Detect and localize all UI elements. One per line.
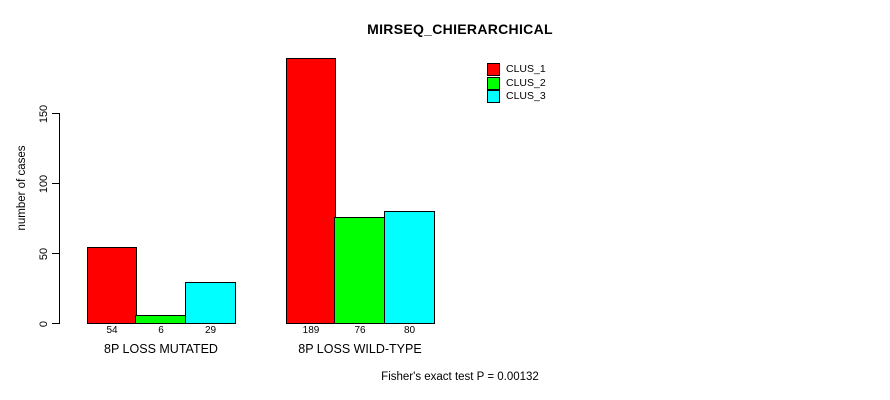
legend: CLUS_1 CLUS_2 CLUS_3 [487, 63, 546, 104]
bar-value-label: 76 [354, 325, 366, 336]
y-tick-label: 0 [38, 320, 50, 327]
chart-title: MIRSEQ_CHIERARCHICAL [367, 21, 553, 37]
bar-clus_2-group1 [135, 315, 187, 324]
y-tick-mark [52, 253, 59, 254]
legend-swatch-icon [487, 76, 500, 90]
legend-swatch-icon [487, 90, 500, 104]
bar-clus_3-group1 [185, 282, 236, 324]
legend-label: CLUS_3 [506, 90, 546, 103]
legend-item-clus_1: CLUS_1 [487, 63, 546, 77]
x-category-label: 8P LOSS MUTATED [104, 342, 218, 356]
legend-item-clus_2: CLUS_2 [487, 76, 546, 91]
bar-value-label: 80 [403, 325, 416, 336]
bar-clus_1-group2 [286, 58, 336, 324]
y-tick-mark [52, 113, 59, 114]
bar-clus_2-group2 [334, 217, 386, 324]
y-tick-label: 100 [38, 174, 50, 193]
legend-swatch-icon [487, 63, 500, 77]
bar-value-label: 54 [106, 325, 118, 336]
legend-label: CLUS_2 [506, 76, 546, 89]
y-axis-line [59, 113, 60, 324]
y-tick-mark [52, 183, 59, 184]
y-tick-label: 150 [38, 104, 50, 123]
y-axis-title: number of cases [16, 145, 28, 231]
bar-clus_1-group1 [87, 247, 137, 324]
bar-value-label: 29 [204, 325, 217, 336]
x-category-label: 8P LOSS WILD-TYPE [298, 342, 422, 356]
bar-clus_3-group2 [384, 211, 435, 324]
legend-label: CLUS_1 [506, 63, 546, 76]
y-tick-mark [52, 323, 59, 324]
y-tick-label: 50 [38, 247, 50, 260]
bar-value-label: 6 [158, 325, 164, 336]
bar-value-label: 189 [302, 325, 320, 336]
footnote-stat-text: Fisher's exact test P = 0.00132 [381, 371, 539, 383]
legend-item-clus_3: CLUS_3 [487, 90, 546, 104]
